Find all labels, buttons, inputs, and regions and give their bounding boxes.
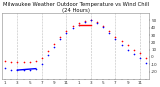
Title: Milwaukee Weather Outdoor Temperature vs Wind Chill (24 Hours): Milwaukee Weather Outdoor Temperature vs… bbox=[3, 2, 149, 13]
